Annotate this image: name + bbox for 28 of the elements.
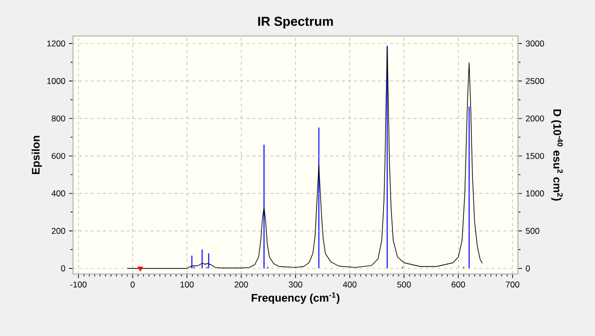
y-tick-label: 1200 bbox=[47, 40, 66, 46]
y2-tick-label: 2000 bbox=[526, 115, 544, 122]
y-tick-label: 0 bbox=[61, 265, 66, 272]
x-tick-label: -100 bbox=[70, 282, 87, 288]
chart-title: IR Spectrum bbox=[258, 16, 333, 28]
y2-tick-label: 3000 bbox=[526, 40, 544, 46]
y-axis-title: Epsilon bbox=[32, 136, 42, 174]
x-tick-label: 400 bbox=[342, 282, 356, 288]
y2-tick-label: 2500 bbox=[526, 78, 544, 84]
y2-tick-label: 0 bbox=[526, 265, 530, 272]
y-tick-label: 800 bbox=[52, 115, 66, 122]
y-tick-label: 200 bbox=[52, 228, 66, 234]
x-tick-label: 600 bbox=[452, 282, 466, 288]
x-tick-label: 0 bbox=[130, 282, 135, 288]
y-tick-label: 400 bbox=[52, 190, 66, 196]
x-tick-label: 500 bbox=[397, 282, 411, 288]
x-tick-label: 300 bbox=[288, 282, 302, 288]
x-tick-label: 200 bbox=[234, 282, 248, 288]
y2-tick-label: 1500 bbox=[526, 152, 544, 159]
y2-tick-label: 1000 bbox=[526, 190, 544, 196]
y-tick-label: 1000 bbox=[47, 78, 66, 84]
y-tick-label: 600 bbox=[52, 152, 66, 159]
x-tick-label: 100 bbox=[180, 282, 194, 288]
y2-tick-label: 500 bbox=[526, 228, 540, 234]
line-series bbox=[126, 46, 483, 269]
x-tick-label: 700 bbox=[506, 282, 520, 288]
y2-axis-title: D (10$^{-40}$ esu$^{2}$ cm$^{2}$) bbox=[551, 110, 563, 201]
x-axis-title: Frequency (cm$^{-1}$) bbox=[252, 292, 340, 304]
